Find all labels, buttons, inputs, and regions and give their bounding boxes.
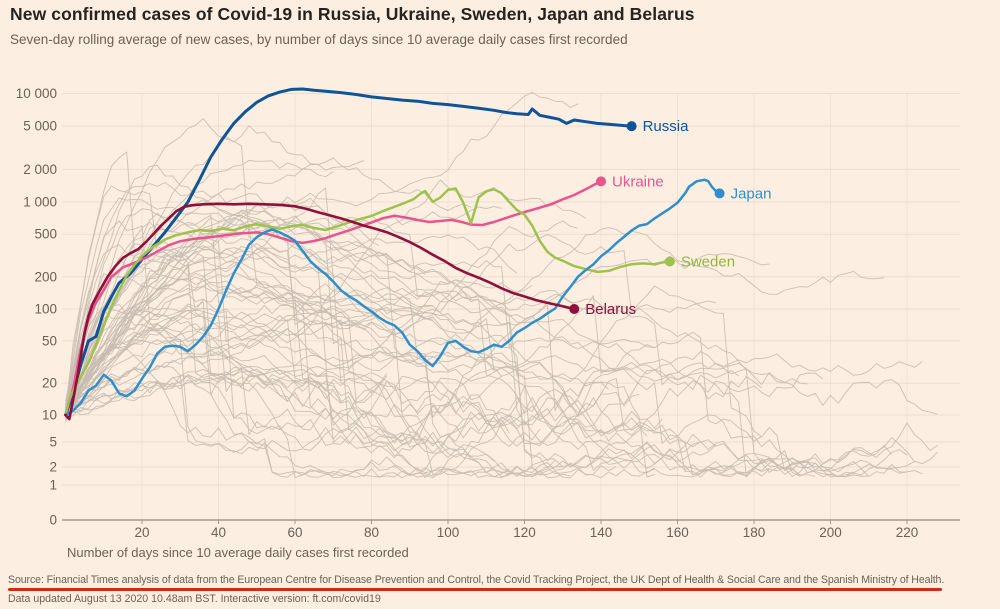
y-tick-label: 5 000 bbox=[23, 119, 57, 134]
y-tick-label: 2 000 bbox=[23, 162, 57, 177]
background-line bbox=[65, 350, 418, 433]
x-tick-label: 220 bbox=[896, 525, 919, 540]
background-line bbox=[65, 234, 518, 414]
y-tick-label: 50 bbox=[42, 333, 57, 348]
background-line bbox=[65, 372, 541, 447]
y-tick-label: 2 bbox=[49, 460, 57, 475]
background-line bbox=[65, 187, 663, 437]
series-line-ukraine bbox=[64, 180, 603, 417]
y-tick-label: 200 bbox=[34, 269, 57, 284]
update-note: Data updated August 13 2020 10.48am BST.… bbox=[8, 593, 381, 605]
background-line bbox=[65, 164, 916, 471]
background-line bbox=[65, 374, 617, 477]
background-line bbox=[65, 290, 923, 411]
background-line bbox=[65, 217, 923, 475]
chart-title: New confirmed cases of Covid-19 in Russi… bbox=[10, 4, 695, 24]
background-line bbox=[65, 208, 510, 478]
y-tick-label: 500 bbox=[34, 227, 57, 242]
x-tick-label: 180 bbox=[743, 525, 766, 540]
x-tick-label: 100 bbox=[437, 525, 460, 540]
series-endpoint-dot-ukraine bbox=[596, 176, 606, 187]
y-tick-label: 10 bbox=[42, 408, 57, 423]
series-line-russia bbox=[64, 87, 634, 417]
series-label-sweden: Sweden bbox=[681, 253, 735, 270]
y-tick-label: 0 bbox=[49, 513, 57, 528]
x-tick-label: 40 bbox=[211, 525, 226, 540]
y-tick-label: 1 bbox=[49, 478, 57, 493]
series-endpoint-dot-belarus bbox=[569, 304, 580, 314]
background-line bbox=[65, 320, 824, 428]
background-line bbox=[65, 367, 510, 436]
y-tick-label: 10 000 bbox=[16, 86, 57, 101]
background-line bbox=[65, 241, 808, 454]
background-line bbox=[65, 319, 893, 475]
series-label-russia: Russia bbox=[643, 118, 690, 135]
series-line-japan bbox=[64, 178, 721, 417]
series-endpoint-dot-russia bbox=[626, 121, 637, 132]
x-tick-label: 120 bbox=[513, 525, 536, 540]
y-tick-label: 1 000 bbox=[23, 195, 57, 210]
x-tick-label: 60 bbox=[287, 525, 302, 540]
background-line bbox=[65, 375, 556, 479]
background-line bbox=[65, 227, 885, 408]
y-tick-label: 5 bbox=[49, 435, 57, 450]
background-line bbox=[65, 242, 739, 415]
series-line-sweden bbox=[64, 187, 672, 417]
series-label-japan: Japan bbox=[731, 185, 772, 202]
background-line bbox=[65, 365, 717, 479]
series-label-ukraine: Ukraine bbox=[612, 173, 664, 190]
background-line bbox=[65, 304, 433, 473]
chart-subtitle: Seven-day rolling average of new cases, … bbox=[10, 32, 628, 47]
y-tick-label: 20 bbox=[42, 376, 57, 391]
background-line bbox=[65, 324, 342, 409]
x-tick-label: 140 bbox=[590, 525, 613, 540]
background-line bbox=[65, 212, 533, 406]
background-line bbox=[65, 182, 502, 416]
source-note: Source: Financial Times analysis of data… bbox=[8, 574, 945, 586]
background-line bbox=[65, 217, 609, 413]
x-tick-label: 160 bbox=[666, 525, 689, 540]
background-line bbox=[65, 326, 938, 475]
background-line bbox=[65, 257, 388, 413]
background-line bbox=[65, 307, 640, 479]
x-axis-title: Number of days since 10 average daily ca… bbox=[67, 545, 409, 560]
x-tick-label: 80 bbox=[364, 525, 379, 540]
background-line bbox=[65, 245, 908, 478]
y-tick-label: 100 bbox=[34, 302, 57, 317]
background-line bbox=[65, 305, 816, 478]
background-line bbox=[65, 222, 869, 479]
background-line bbox=[65, 306, 479, 409]
x-tick-label: 200 bbox=[819, 525, 842, 540]
x-tick-label: 20 bbox=[134, 525, 149, 540]
background-line bbox=[65, 214, 762, 474]
background-line bbox=[65, 168, 334, 410]
background-line bbox=[65, 209, 426, 412]
background-line bbox=[65, 211, 571, 479]
series-endpoint-dot-japan bbox=[714, 188, 725, 199]
background-line bbox=[65, 185, 433, 412]
source-underline-annotation bbox=[8, 588, 942, 591]
background-line bbox=[65, 118, 655, 474]
series-endpoint-dot-sweden bbox=[664, 256, 675, 267]
background-line bbox=[65, 222, 655, 419]
series-line-belarus bbox=[64, 202, 576, 421]
background-line bbox=[65, 367, 502, 420]
background-line bbox=[65, 344, 770, 479]
background-line bbox=[65, 301, 334, 413]
background-line bbox=[65, 283, 648, 437]
series-label-belarus: Belarus bbox=[585, 301, 636, 318]
